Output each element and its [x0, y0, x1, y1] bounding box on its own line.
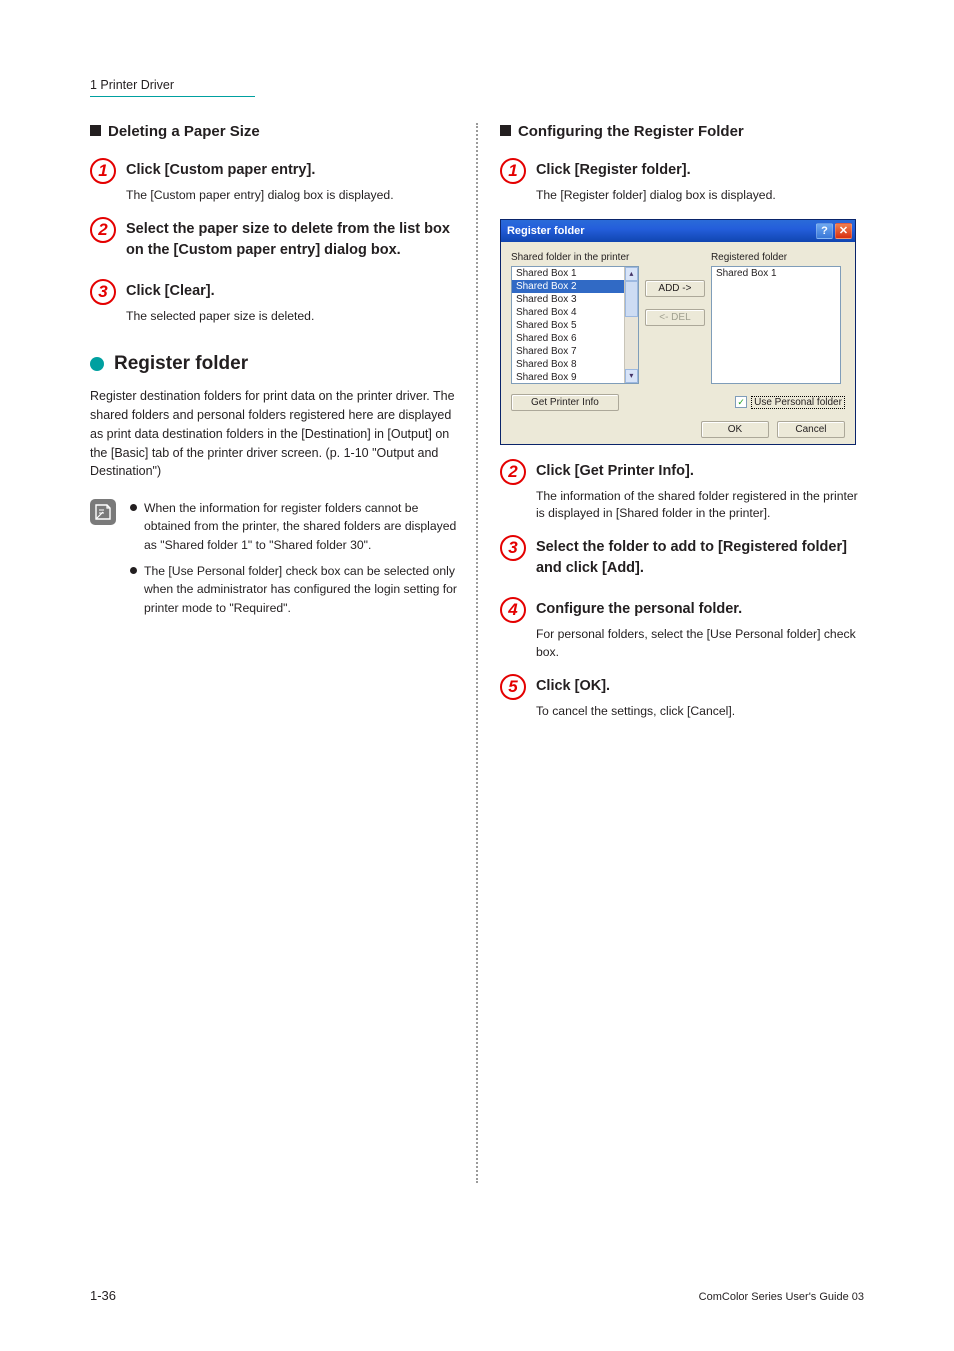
step-number-icon: 4 — [500, 597, 526, 623]
step-number-icon: 3 — [90, 279, 116, 305]
step-number-icon: 2 — [90, 217, 116, 243]
checkbox-icon[interactable]: ✓ — [735, 396, 747, 408]
get-printer-info-button[interactable]: Get Printer Info — [511, 394, 619, 411]
step-title: Click [Clear]. — [126, 281, 460, 302]
column-divider — [476, 123, 478, 1183]
left-heading-text: Deleting a Paper Size — [108, 123, 260, 140]
registered-folder-listbox[interactable]: Shared Box 1 — [711, 266, 841, 384]
del-button[interactable]: <- DEL — [645, 309, 705, 326]
scrollbar[interactable]: ▴ ▾ — [624, 267, 638, 383]
list-item[interactable]: Shared Box 4 — [512, 306, 638, 319]
section-heading: Register folder — [90, 353, 460, 375]
add-button[interactable]: ADD -> — [645, 280, 705, 297]
two-column-layout: Deleting a Paper Size 1 Click [Custom pa… — [90, 123, 864, 1183]
list-item[interactable]: Shared Box 5 — [512, 319, 638, 332]
list-item[interactable]: Shared Box 1 — [712, 267, 840, 280]
cancel-button[interactable]: Cancel — [777, 421, 845, 438]
ok-button[interactable]: OK — [701, 421, 769, 438]
step-title: Configure the personal folder. — [536, 599, 864, 620]
bullet-icon — [130, 567, 137, 574]
left-step-3: 3 Click [Clear]. The selected paper size… — [90, 281, 460, 326]
registered-folder-label: Registered folder — [711, 252, 841, 263]
left-heading: Deleting a Paper Size — [90, 123, 460, 140]
step-desc: The [Custom paper entry] dialog box is d… — [126, 187, 460, 205]
square-bullet-icon — [90, 125, 101, 136]
use-personal-folder-checkbox[interactable]: ✓ Use Personal folder — [735, 396, 845, 409]
step-desc: The selected paper size is deleted. — [126, 308, 460, 326]
note-icon — [90, 499, 116, 525]
note-item: The [Use Personal folder] check box can … — [130, 562, 460, 617]
step-title: Click [OK]. — [536, 676, 864, 697]
step-desc: The [Register folder] dialog box is disp… — [536, 187, 864, 205]
bullet-icon — [130, 504, 137, 511]
right-heading-text: Configuring the Register Folder — [518, 123, 744, 140]
help-button[interactable]: ? — [816, 223, 833, 239]
checkbox-label: Use Personal folder — [751, 396, 845, 409]
dialog-body: Shared folder in the printer Shared Box … — [501, 242, 855, 444]
scroll-down-icon[interactable]: ▾ — [625, 369, 638, 383]
list-item[interactable]: Shared Box 1 — [512, 267, 638, 280]
scroll-up-icon[interactable]: ▴ — [625, 267, 638, 281]
shared-folder-label: Shared folder in the printer — [511, 252, 639, 263]
shared-folder-listbox[interactable]: Shared Box 1Shared Box 2Shared Box 3Shar… — [511, 266, 639, 384]
page-number: 1-36 — [90, 1288, 116, 1303]
dialog-titlebar: Register folder ? ✕ — [501, 220, 855, 242]
chapter-label: 1 Printer Driver — [90, 78, 864, 92]
list-item[interactable]: Shared Box 2 — [512, 280, 638, 293]
section-title: Register folder — [114, 353, 248, 375]
step-number-icon: 3 — [500, 535, 526, 561]
left-step-1: 1 Click [Custom paper entry]. The [Custo… — [90, 160, 460, 205]
step-number-icon: 1 — [90, 158, 116, 184]
list-item[interactable]: Shared Box 8 — [512, 358, 638, 371]
right-step-1: 1 Click [Register folder]. The [Register… — [500, 160, 864, 205]
scroll-thumb[interactable] — [625, 281, 638, 317]
note-item: When the information for register folder… — [130, 499, 460, 554]
footer-right: ComColor Series User's Guide 03 — [699, 1291, 864, 1303]
list-item[interactable]: Shared Box 9 — [512, 371, 638, 384]
right-heading: Configuring the Register Folder — [500, 123, 864, 140]
step-title: Click [Get Printer Info]. — [536, 461, 864, 482]
list-item[interactable]: Shared Box 3 — [512, 293, 638, 306]
left-column: Deleting a Paper Size 1 Click [Custom pa… — [90, 123, 472, 1183]
section-paragraph: Register destination folders for print d… — [90, 387, 460, 481]
note-text: When the information for register folder… — [144, 499, 460, 554]
register-folder-dialog: Register folder ? ✕ Shared folder in the… — [500, 219, 856, 445]
note-box: When the information for register folder… — [90, 499, 460, 625]
step-number-icon: 1 — [500, 158, 526, 184]
left-step-2: 2 Select the paper size to delete from t… — [90, 219, 460, 267]
right-step-5: 5 Click [OK]. To cancel the settings, cl… — [500, 676, 864, 721]
step-desc: The information of the shared folder reg… — [536, 488, 864, 523]
close-button[interactable]: ✕ — [835, 223, 852, 239]
square-bullet-icon — [500, 125, 511, 136]
step-title: Select the folder to add to [Registered … — [536, 537, 864, 579]
header-underline — [90, 96, 255, 97]
step-desc: To cancel the settings, click [Cancel]. — [536, 703, 864, 721]
right-step-3: 3 Select the folder to add to [Registere… — [500, 537, 864, 585]
list-item[interactable]: Shared Box 6 — [512, 332, 638, 345]
step-number-icon: 5 — [500, 674, 526, 700]
step-number-icon: 2 — [500, 459, 526, 485]
list-item[interactable]: Shared Box 7 — [512, 345, 638, 358]
right-step-2: 2 Click [Get Printer Info]. The informat… — [500, 461, 864, 523]
note-text: The [Use Personal folder] check box can … — [144, 562, 460, 617]
section-dot-icon — [90, 357, 104, 371]
note-list: When the information for register folder… — [130, 499, 460, 625]
right-step-4: 4 Configure the personal folder. For per… — [500, 599, 864, 661]
step-desc: For personal folders, select the [Use Pe… — [536, 626, 864, 661]
step-title: Click [Custom paper entry]. — [126, 160, 460, 181]
step-title: Click [Register folder]. — [536, 160, 864, 181]
step-title: Select the paper size to delete from the… — [126, 219, 460, 261]
dialog-title: Register folder — [507, 225, 585, 237]
right-column: Configuring the Register Folder 1 Click … — [482, 123, 864, 1183]
